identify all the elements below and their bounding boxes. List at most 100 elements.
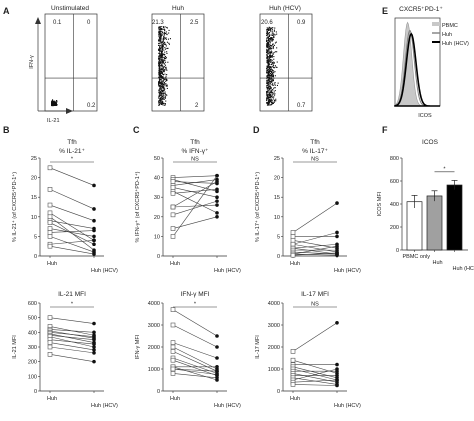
flow-event-dot [271, 29, 273, 31]
pair-connector-line [292, 243, 338, 249]
flow-event-dot [266, 44, 268, 46]
flow-event-dot [161, 47, 163, 49]
huh-hcv-data-point [92, 351, 96, 355]
y-tick-label: 400 [390, 202, 399, 208]
flow-event-dot [272, 53, 274, 55]
flow-event-dot [271, 27, 273, 29]
legend-swatch-pbmc [432, 22, 440, 26]
significance-label: * [194, 302, 197, 308]
flow-event-dot [271, 70, 273, 72]
y-tick-label: 2000 [268, 345, 280, 351]
flow-event-dot [159, 76, 161, 78]
flow-event-dot [269, 93, 271, 95]
flow-event-dot [163, 104, 165, 106]
flow-event-dot [275, 66, 277, 68]
flow-event-dot [164, 66, 166, 68]
flow-event-dot [269, 92, 271, 94]
flow-event-dot [266, 91, 268, 93]
flow-event-dot [268, 92, 270, 94]
y-tick-label: 800 [390, 156, 399, 162]
flow-event-dot [164, 88, 166, 90]
huh-hcv-data-point [215, 195, 219, 199]
flow-event-dot [158, 52, 160, 54]
flow-event-dot [162, 88, 164, 90]
flow-event-dot [267, 50, 269, 52]
flow-event-dot [164, 34, 166, 36]
flow-event-dot [161, 77, 163, 79]
flow-event-dot [161, 91, 163, 93]
y-tick-label: 0 [157, 389, 160, 395]
flow-event-dot [164, 26, 166, 28]
flow-event-dot [275, 31, 277, 33]
flow-event-dot [158, 94, 160, 96]
flow-event-dot [160, 100, 162, 102]
flow-event-dot [271, 100, 273, 102]
flow-event-dot [266, 30, 268, 32]
huh-data-point [290, 349, 296, 354]
flow-event-dot [158, 30, 160, 32]
y-tick-label: 5 [277, 234, 280, 240]
flow-event-dot [273, 35, 275, 37]
flow-event-dot [158, 58, 160, 60]
flow-event-dot [53, 101, 55, 103]
histogram-legend-pbmc: PBMC [442, 23, 458, 29]
flow-event-dot [163, 85, 165, 87]
flow-event-dot [266, 51, 268, 53]
pair-connector-line [172, 342, 218, 359]
flow-event-dot [269, 81, 271, 83]
flow-event-dot [159, 39, 161, 41]
flow-event-dot [266, 66, 268, 68]
flow-event-dot [273, 96, 275, 98]
flow-event-dot [160, 100, 162, 102]
flow-event-dot [269, 100, 271, 102]
flow-event-dot [51, 100, 53, 102]
x-tick-label: Huh [170, 261, 180, 267]
flow-event-dot [267, 79, 269, 81]
huh-hcv-data-point [335, 362, 339, 367]
flow-event-dot [163, 81, 165, 83]
flow-event-dot [166, 80, 168, 82]
flow-event-dot [268, 52, 270, 54]
flow-event-dot [162, 71, 164, 73]
flow-event-dot [162, 77, 164, 79]
huh-data-point [290, 357, 296, 363]
pair-connector-line [292, 379, 338, 383]
flow-event-dot [164, 32, 166, 34]
flow-event-dot [159, 65, 161, 67]
x-tick-label: Huh (HCV) [214, 403, 241, 409]
chart-title-d-bottom: IL-17 MFI [301, 291, 329, 298]
flow-event-dot [162, 81, 164, 83]
flow-event-dot [267, 86, 269, 88]
flow-event-dot [268, 100, 270, 102]
flow-event-dot [161, 45, 163, 47]
flow-event-dot [267, 86, 269, 88]
flow-event-dot [165, 31, 167, 33]
flow-event-dot [160, 43, 162, 45]
pair-connector-line [49, 339, 95, 345]
flow-event-dot [162, 83, 164, 85]
flow-event-dot [273, 65, 275, 67]
flow-quad-lr-2: 2 [195, 103, 199, 109]
pair-connector-line [172, 368, 218, 372]
flow-event-dot [268, 61, 270, 63]
flow-event-dot [269, 66, 271, 68]
flow-event-dot [161, 64, 163, 66]
flow-event-dot [162, 86, 164, 88]
flow-event-dot [158, 84, 160, 86]
flow-event-dot [269, 104, 271, 106]
flow-event-dot [273, 100, 275, 102]
flow-event-dot [162, 94, 164, 96]
flow-event-dot [164, 96, 166, 98]
flow-event-dot [272, 38, 274, 40]
flow-event-dot [270, 29, 272, 31]
flow-event-dot [270, 37, 272, 39]
flow-event-dot [268, 96, 270, 98]
flow-event-dot [268, 56, 270, 58]
flow-event-dot [274, 75, 276, 77]
flow-event-dot [274, 42, 276, 44]
huh-hcv-data-point [335, 321, 339, 325]
huh-hcv-data-point [215, 211, 219, 215]
flow-event-dot [273, 91, 275, 93]
flow-event-dot [158, 104, 160, 106]
flow-event-dot [159, 31, 161, 33]
